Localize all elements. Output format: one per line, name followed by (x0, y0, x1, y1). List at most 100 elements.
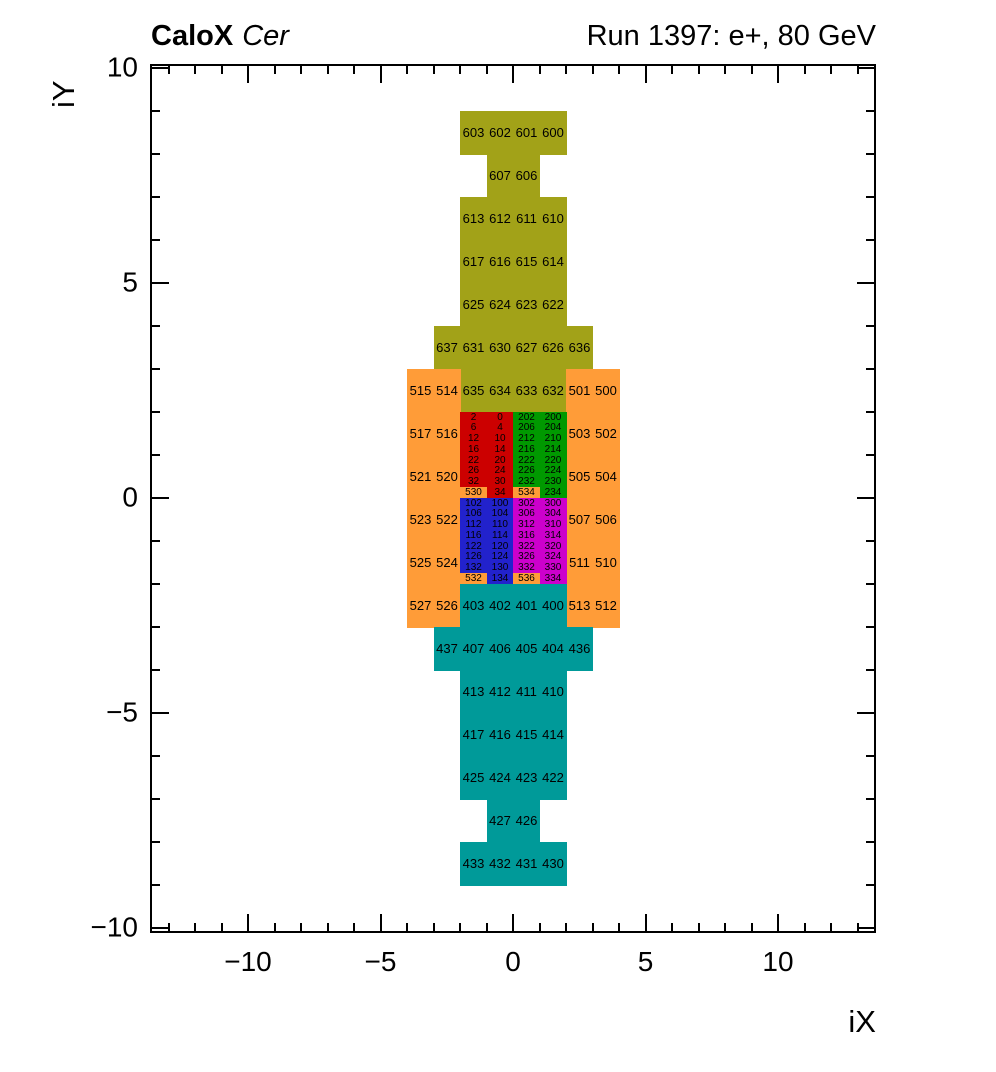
cell-502: 502 (592, 412, 620, 456)
x-tick-bottom (538, 923, 541, 931)
cell-517: 517 (407, 412, 434, 456)
cell-126: 126 (460, 551, 487, 563)
cell-514: 514 (433, 369, 461, 413)
cell-622: 622 (539, 283, 567, 327)
x-tick-top (512, 66, 514, 83)
detector-name: Cer (242, 20, 289, 52)
cell-100: 100 (486, 498, 514, 510)
x-tick-top (379, 66, 382, 83)
x-tick-label: 10 (762, 946, 794, 977)
y-tick-right (866, 583, 874, 585)
x-tick-bottom (697, 923, 700, 931)
y-tick-left (152, 669, 160, 671)
cell-132: 132 (460, 562, 487, 574)
cell-627: 627 (513, 326, 540, 370)
cell-20: 20 (486, 455, 514, 467)
y-tick-label: −10 (90, 911, 139, 943)
cell-2: 2 (460, 412, 487, 424)
x-tick-bottom (273, 923, 276, 931)
y-tick-left (152, 325, 160, 327)
cell-415: 415 (513, 713, 540, 757)
cell-316: 316 (513, 530, 540, 542)
x-tick-label: 5 (637, 946, 654, 977)
cell-330: 330 (539, 562, 567, 574)
x-tick-bottom (750, 923, 753, 931)
cell-426: 426 (513, 799, 540, 843)
y-tick-right (866, 411, 874, 413)
cell-124: 124 (486, 551, 514, 563)
cell-600: 600 (539, 111, 567, 155)
cell-536: 536 (513, 573, 540, 585)
x-tick-bottom (300, 923, 302, 931)
cell-422: 422 (539, 756, 567, 800)
cell-616: 616 (486, 240, 514, 284)
y-tick-left (152, 884, 160, 886)
cell-631: 631 (460, 326, 487, 370)
y-tick-left (152, 196, 160, 198)
cell-634: 634 (486, 369, 514, 413)
cell-424: 424 (486, 756, 514, 800)
y-tick-right (857, 67, 874, 69)
cell-16: 16 (460, 444, 487, 456)
cell-417: 417 (460, 713, 487, 757)
cell-625: 625 (460, 283, 487, 327)
x-tick-top (459, 66, 461, 74)
cell-10: 10 (486, 433, 514, 445)
y-tick-left (152, 626, 160, 628)
y-tick-right (857, 712, 874, 714)
x-tick-bottom (671, 923, 673, 931)
cell-633: 633 (513, 369, 540, 413)
cell-14: 14 (486, 444, 514, 456)
cell-527: 527 (407, 584, 434, 628)
cell-22: 22 (460, 455, 487, 467)
x-tick-top (273, 66, 276, 74)
x-tick-bottom (565, 923, 567, 931)
cell-430: 430 (539, 842, 567, 886)
y-tick-left (152, 583, 160, 585)
cell-637: 637 (433, 326, 461, 370)
y-tick-right (866, 841, 874, 843)
cell-615: 615 (513, 240, 540, 284)
x-tick-bottom (591, 923, 594, 931)
x-tick-top (326, 66, 329, 74)
y-tick-right (866, 540, 874, 542)
x-tick-bottom (830, 923, 832, 931)
cell-624: 624 (486, 283, 514, 327)
cell-222: 222 (513, 455, 540, 467)
x-tick-top (830, 66, 832, 74)
plot-title-left: CaloX Cer (151, 20, 289, 53)
x-tick-top (777, 66, 779, 83)
x-tick-top (644, 66, 647, 83)
cell-523: 523 (407, 498, 434, 542)
x-axis-title: iX (848, 1004, 876, 1039)
x-tick-top (220, 66, 223, 74)
cell-506: 506 (592, 498, 620, 542)
cell-407: 407 (460, 627, 487, 671)
cell-104: 104 (486, 508, 514, 520)
cell-534: 534 (513, 487, 540, 499)
x-tick-top (247, 66, 249, 83)
cell-412: 412 (486, 670, 514, 714)
cell-501: 501 (566, 369, 593, 413)
y-tick-right (866, 669, 874, 671)
cell-300: 300 (539, 498, 567, 510)
cell-601: 601 (513, 111, 540, 155)
plot-frame: 603 602 601 600 607 606 613 612 611 610 617 616 615 6… (150, 64, 876, 933)
y-tick-right (857, 282, 874, 284)
y-tick-left (152, 927, 169, 929)
y-tick-label: 5 (122, 266, 138, 298)
x-tick-top (353, 66, 355, 74)
x-tick-bottom (777, 914, 779, 931)
cell-437: 437 (433, 627, 461, 671)
x-tick-top (538, 66, 541, 74)
cell-324: 324 (539, 551, 567, 563)
x-tick-top (300, 66, 302, 74)
cell-32: 32 (460, 476, 487, 488)
y-tick-left (152, 368, 160, 370)
cell-521: 521 (407, 455, 434, 499)
cell-623: 623 (513, 283, 540, 327)
x-tick-top (432, 66, 435, 74)
x-tick-bottom (406, 923, 408, 931)
x-tick-top (565, 66, 567, 74)
